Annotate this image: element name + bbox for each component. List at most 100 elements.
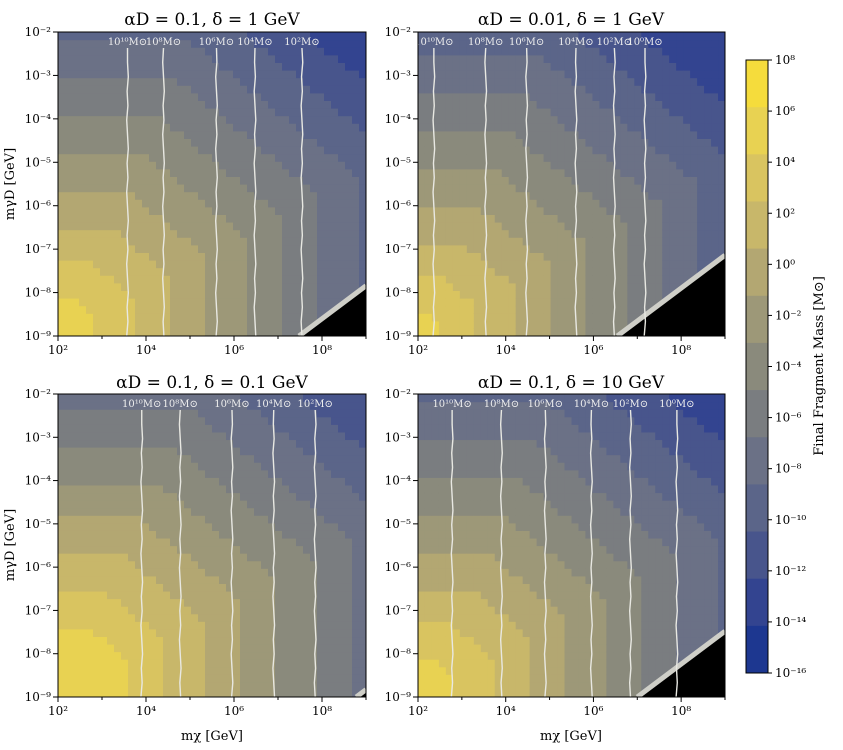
heatmap-cell <box>184 146 192 155</box>
heatmap-cell <box>156 636 164 645</box>
heatmap-cell <box>445 146 454 155</box>
heatmap-cell <box>219 153 227 162</box>
heatmap-cell <box>268 659 276 668</box>
heatmap-cell <box>205 575 213 584</box>
heatmap-cell <box>156 515 164 524</box>
heatmap-cell <box>121 522 129 531</box>
heatmap-cell <box>473 108 482 117</box>
heatmap-cell <box>303 146 311 155</box>
heatmap-cell <box>669 168 677 177</box>
heatmap-cell <box>697 146 705 155</box>
heatmap-cell <box>494 244 503 253</box>
heatmap-cell <box>578 115 587 124</box>
heatmap-cell <box>240 462 248 471</box>
heatmap-cell <box>324 252 332 261</box>
heatmap-cell <box>359 260 366 269</box>
heatmap-cell <box>212 108 220 117</box>
heatmap-cell <box>592 85 601 94</box>
heatmap-cell <box>275 636 283 645</box>
heatmap-cell <box>226 313 234 322</box>
heatmap-cell <box>620 115 628 124</box>
heatmap-cell <box>431 206 440 215</box>
heatmap-cell <box>522 100 531 109</box>
heatmap-cell <box>240 424 248 433</box>
heatmap-cell <box>606 222 614 231</box>
heatmap-cell <box>557 199 566 208</box>
heatmap-cell <box>613 39 621 48</box>
heatmap-cell <box>177 409 185 418</box>
heatmap-cell <box>585 130 594 139</box>
heatmap-cell <box>676 123 684 132</box>
heatmap-cell <box>282 153 290 162</box>
heatmap-cell <box>247 659 255 668</box>
heatmap-cell <box>212 32 220 41</box>
heatmap-cell <box>676 260 684 269</box>
heatmap-cell <box>205 260 213 269</box>
heatmap-cell <box>247 184 255 193</box>
heatmap-cell <box>289 92 297 101</box>
heatmap-cell <box>310 77 318 86</box>
heatmap-cell <box>198 583 206 592</box>
heatmap-cell <box>690 267 698 276</box>
heatmap-cell <box>571 115 580 124</box>
heatmap-cell <box>72 77 80 86</box>
heatmap-cell <box>219 191 227 200</box>
heatmap-cell <box>107 537 115 547</box>
heatmap-cell <box>676 267 684 276</box>
heatmap-cell <box>128 47 136 56</box>
heatmap-cell <box>487 123 496 132</box>
heatmap-cell <box>184 32 192 41</box>
heatmap-cell <box>543 282 552 291</box>
heatmap-cell <box>58 613 66 622</box>
heatmap-cell <box>331 123 339 132</box>
heatmap-cell <box>627 252 635 261</box>
heatmap-cell <box>86 394 94 403</box>
heatmap-cell <box>156 500 164 509</box>
heatmap-cell <box>233 454 241 463</box>
heatmap-cell <box>163 85 171 94</box>
heatmap-cell <box>254 47 262 56</box>
heatmap-cell <box>515 123 524 132</box>
heatmap-cell <box>459 199 468 208</box>
heatmap-cell <box>352 54 360 63</box>
heatmap-cell <box>275 507 283 516</box>
heatmap-cell <box>613 130 621 139</box>
heatmap-cell <box>254 636 262 645</box>
heatmap-cell <box>501 267 510 276</box>
heatmap-cell <box>205 621 213 630</box>
heatmap-cell <box>198 621 206 630</box>
heatmap-cell <box>156 267 164 276</box>
heatmap-cell <box>65 553 73 562</box>
heatmap-cell <box>697 77 705 86</box>
heatmap-cell <box>494 320 503 329</box>
heatmap-cell <box>198 168 206 177</box>
heatmap-cell <box>184 123 192 132</box>
heatmap-cell <box>93 628 101 638</box>
heatmap-cell <box>128 229 136 238</box>
heatmap-cell <box>142 659 150 668</box>
heatmap-cell <box>648 39 656 48</box>
heatmap-cell <box>212 206 220 215</box>
heatmap-cell <box>466 244 475 253</box>
heatmap-cell <box>480 282 489 291</box>
heatmap-cell <box>338 77 346 86</box>
heatmap-cell <box>107 613 115 622</box>
heatmap-cell <box>683 260 691 269</box>
heatmap-cell <box>289 313 297 322</box>
heatmap-cell <box>445 92 454 101</box>
heatmap-cell <box>240 39 248 48</box>
heatmap-cell <box>564 146 573 155</box>
heatmap-cell <box>247 431 255 441</box>
heatmap-cell <box>100 320 108 329</box>
heatmap-cell <box>289 244 297 253</box>
heatmap-cell <box>452 320 461 329</box>
heatmap-cell <box>564 54 573 63</box>
heatmap-cell <box>135 689 143 697</box>
heatmap-cell <box>226 416 234 425</box>
heatmap-cell <box>473 47 482 56</box>
heatmap-cell <box>205 100 213 109</box>
heatmap-cell <box>135 462 143 471</box>
heatmap-cell <box>466 85 475 94</box>
heatmap-cell <box>163 222 171 231</box>
heatmap-cell <box>121 590 129 600</box>
